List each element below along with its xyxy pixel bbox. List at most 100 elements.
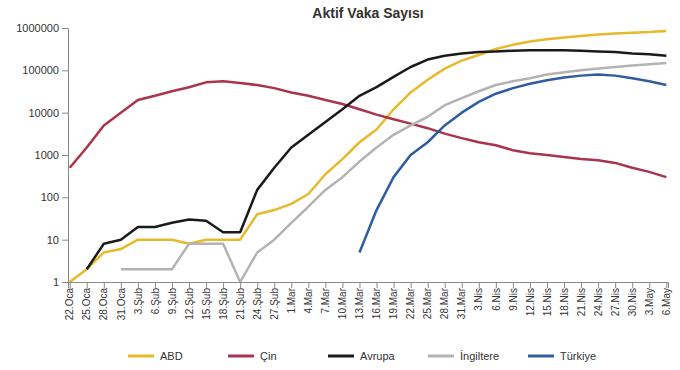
- legend-label: Çin: [260, 350, 277, 362]
- x-tick-mark: [581, 282, 582, 288]
- x-tick-label: 27.Şub: [269, 288, 280, 320]
- x-tick-label: 24.Şub: [252, 288, 263, 320]
- x-tick-label: 3.Şub: [133, 288, 144, 315]
- x-tick-mark: [87, 282, 88, 288]
- legend-item: Çin: [228, 350, 277, 362]
- x-tick: 22.Mar: [405, 282, 416, 319]
- x-tick: 7.Mar: [320, 282, 331, 314]
- y-tick: 1: [53, 276, 68, 288]
- chart: Aktif Vaka Sayısı11010010001000010000010…: [0, 0, 680, 370]
- x-tick: 3.May: [644, 282, 655, 315]
- legend-item: İngiltere: [428, 350, 499, 362]
- series-line: [87, 50, 667, 269]
- x-tick-label: 15.Şub: [201, 288, 212, 320]
- x-tick: 18.Nis: [559, 282, 570, 316]
- x-tick: 4.Mar: [303, 282, 314, 314]
- x-tick-mark: [308, 282, 309, 288]
- x-tick-label: 1.Mar: [286, 287, 297, 313]
- y-tick: 10000: [28, 107, 68, 119]
- y-tick-label: 1000000: [16, 22, 59, 34]
- x-tick-label: 4.Mar: [303, 287, 314, 313]
- x-tick-label: 25.Oca: [81, 288, 92, 321]
- x-tick-mark: [138, 282, 139, 288]
- x-tick: 31.Oca: [116, 282, 127, 320]
- x-tick-label: 3.Nis: [473, 288, 484, 311]
- x-tick-label: 12.Nis: [525, 288, 536, 316]
- x-tick: 3.Nis: [473, 282, 484, 311]
- x-tick: 19.Mar: [388, 282, 399, 319]
- y-tick-mark: [62, 70, 68, 71]
- x-tick-mark: [223, 282, 224, 288]
- x-tick: 28.Mar: [439, 282, 450, 319]
- x-tick-mark: [325, 282, 326, 288]
- title: Aktif Vaka Sayısı: [312, 5, 423, 21]
- x-tick: 30.Nis: [627, 282, 638, 316]
- legend-item: Avrupa: [328, 350, 396, 362]
- x-tick-mark: [104, 282, 105, 288]
- x-tick: 31.Mar: [456, 282, 467, 319]
- x-tick-mark: [411, 282, 412, 288]
- legend-swatch: [428, 355, 454, 358]
- y-axis: 1101001000100001000001000000: [16, 22, 68, 288]
- x-tick-label: 19.Mar: [388, 287, 399, 319]
- x-tick: 6.Şub: [150, 282, 161, 314]
- x-tick-label: 30.Nis: [627, 288, 638, 316]
- x-tick: 27.Nis: [610, 282, 621, 316]
- x-tick-label: 3.May: [644, 288, 655, 315]
- x-tick-label: 22.Mar: [405, 287, 416, 319]
- x-tick-label: 31.Oca: [116, 288, 127, 321]
- x-tick-mark: [155, 282, 156, 288]
- x-tick-mark: [274, 282, 275, 288]
- legend-label: Türkiye: [560, 350, 596, 362]
- x-tick-mark: [377, 282, 378, 288]
- x-tick-mark: [564, 282, 565, 288]
- x-tick: 1.Mar: [286, 282, 297, 314]
- x-tick: 12.Şub: [184, 282, 195, 320]
- x-tick: 9.Nis: [508, 282, 519, 311]
- x-tick-label: 31.Mar: [456, 287, 467, 319]
- x-tick-mark: [342, 282, 343, 288]
- legend-swatch: [328, 355, 354, 358]
- x-tick: 28.Oca: [98, 282, 109, 320]
- y-tick-label: 10: [47, 234, 59, 246]
- x-tick-mark: [530, 282, 531, 288]
- x-tick-label: 22.Oca: [64, 288, 75, 321]
- x-tick-mark: [359, 282, 360, 288]
- x-tick-label: 27.Nis: [610, 288, 621, 316]
- x-tick: 16.Mar: [371, 282, 382, 319]
- x-tick-label: 24.Nis: [593, 288, 604, 316]
- x-tick-mark: [615, 282, 616, 288]
- y-tick-mark: [62, 28, 68, 29]
- x-tick-mark: [496, 282, 497, 288]
- x-tick-mark: [479, 282, 480, 288]
- x-tick-mark: [172, 282, 173, 288]
- x-tick: 24.Nis: [593, 282, 604, 316]
- x-tick-label: 10.Mar: [337, 287, 348, 319]
- y-axis-line: [62, 29, 69, 283]
- lines: [70, 31, 667, 282]
- x-tick-mark: [598, 282, 599, 288]
- y-tick-mark: [62, 113, 68, 114]
- legend-item: Türkiye: [528, 350, 596, 362]
- x-tick-label: 7.Mar: [320, 287, 331, 313]
- x-tick-label: 25.Mar: [422, 287, 433, 319]
- series-line: [359, 74, 666, 252]
- x-tick-label: 6.Şub: [150, 288, 161, 315]
- x-tick-mark: [240, 282, 241, 288]
- y-tick-mark: [62, 155, 68, 156]
- legend-swatch: [528, 355, 554, 358]
- plot: 110100100010000100000100000022.Oca25.Oca…: [16, 22, 672, 320]
- x-tick: 10.Mar: [337, 282, 348, 319]
- y-tick-label: 1000: [35, 149, 59, 161]
- x-tick-label: 16.Mar: [371, 287, 382, 319]
- x-tick-mark: [445, 282, 446, 288]
- x-tick-label: 18.Nis: [559, 288, 570, 316]
- series-line: [70, 81, 667, 177]
- x-tick-mark: [547, 282, 548, 288]
- x-axis-line: [69, 283, 669, 289]
- y-tick: 1000: [35, 149, 68, 161]
- x-tick: 22.Oca: [64, 282, 75, 320]
- legend-swatch: [228, 355, 254, 358]
- x-tick: 6.Nis: [491, 282, 502, 311]
- x-tick-label: 21.Nis: [576, 288, 587, 316]
